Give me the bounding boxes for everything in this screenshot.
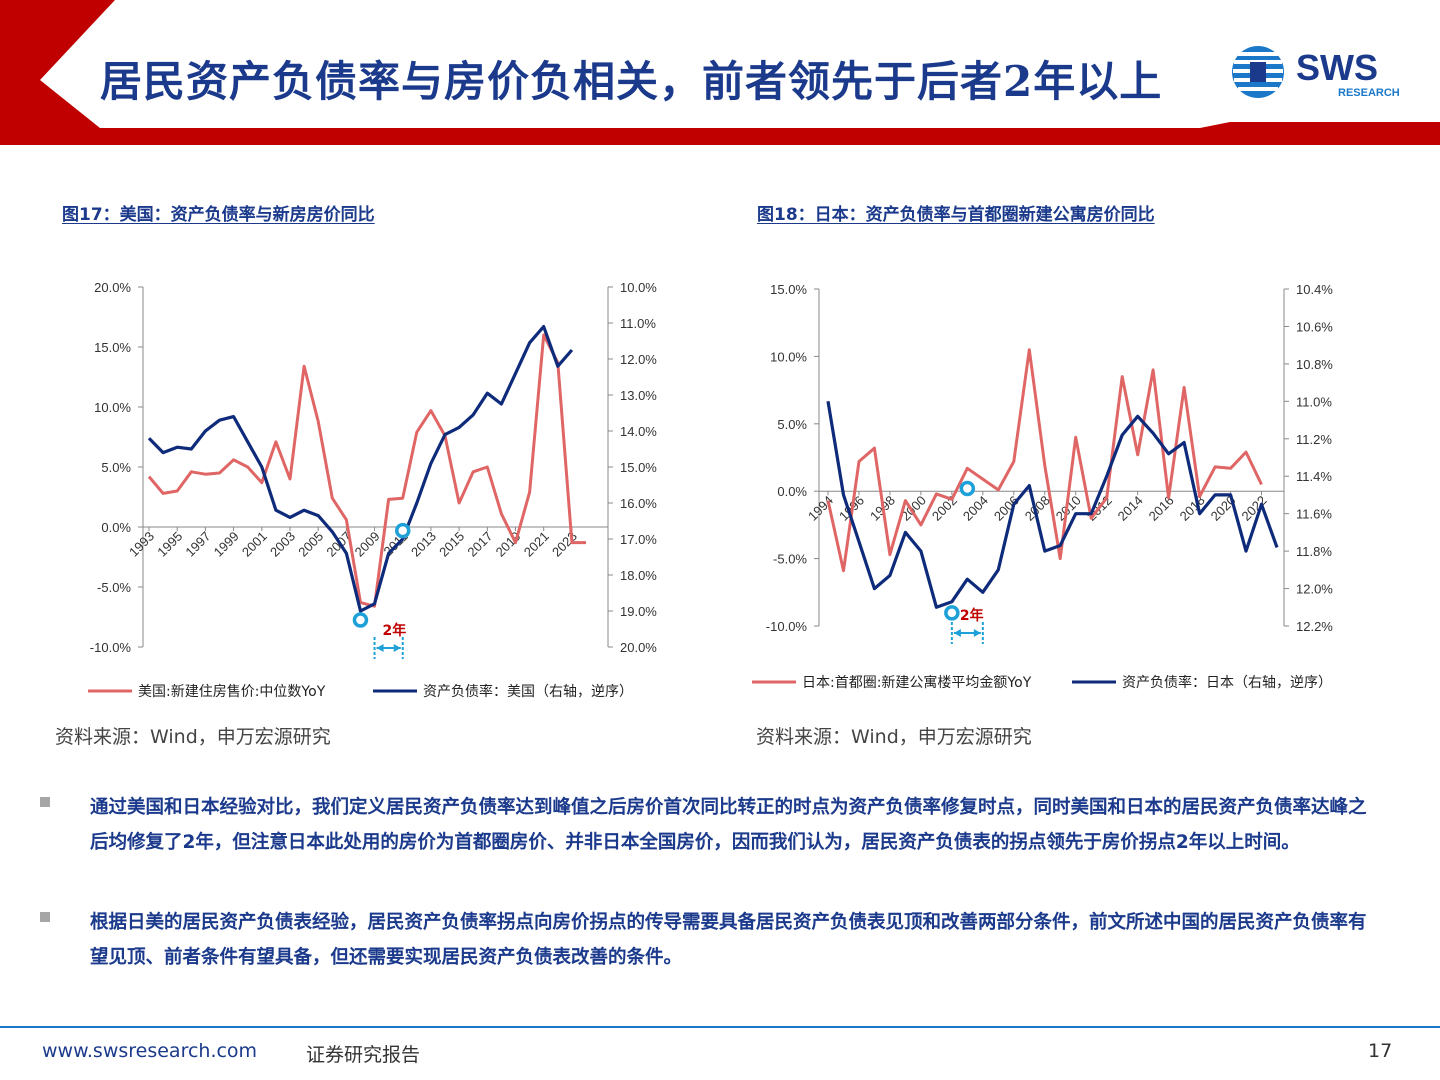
jp-highlight-marker bbox=[944, 605, 960, 621]
us-right-tick-label: 17.0% bbox=[620, 532, 657, 547]
chart-title-us: 图17：美国：资产负债率与新房房价同比 bbox=[62, 205, 375, 225]
jp-right-tick-label: 12.0% bbox=[1296, 582, 1333, 597]
jp-series-line-price bbox=[826, 348, 1263, 573]
us-x-tick-label: 1999 bbox=[211, 529, 242, 560]
us-highlight-marker bbox=[352, 612, 369, 628]
bullet-text: 根据日美的居民资产负债表经验，居民资产负债率拐点向房价拐点的传导需要具备居民资产… bbox=[90, 912, 1367, 968]
jp-right-tick-label: 10.8% bbox=[1296, 357, 1333, 372]
us-x-tick-label: 1997 bbox=[182, 529, 213, 560]
us-legend-label: 资产负债率：美国（右轴，逆序） bbox=[423, 683, 633, 700]
us-series-line-leverage bbox=[147, 325, 574, 613]
page-number: 17 bbox=[1368, 1040, 1393, 1062]
chart-us: 20.0% 15.0% 10.0% 5.0% 0.0% -5.0% -10.0% 10.0% 1… bbox=[88, 280, 657, 700]
jp-left-tick-label: 0.0% bbox=[777, 484, 807, 499]
jp-right-tick-label: 11.4% bbox=[1296, 469, 1332, 484]
us-x-tick-label: 2003 bbox=[267, 529, 298, 560]
jp-x-tick-label: 2004 bbox=[960, 493, 991, 524]
us-x-tick-label: 2017 bbox=[464, 529, 495, 560]
jp-right-tick-label: 11.6% bbox=[1296, 507, 1332, 522]
us-right-tick-label: 12.0% bbox=[620, 352, 657, 367]
jp-right-tick-label: 12.2% bbox=[1296, 619, 1333, 634]
jp-right-tick-label: 11.0% bbox=[1296, 394, 1332, 409]
us-right-tick-label: 16.0% bbox=[620, 496, 657, 511]
jp-right-tick-label: 10.4% bbox=[1296, 282, 1333, 297]
us-arrow-left-icon bbox=[376, 644, 384, 652]
jp-right-tick-label: 11.2% bbox=[1296, 432, 1332, 447]
footer-divider bbox=[0, 1026, 1440, 1028]
us-right-tick-label: 14.0% bbox=[620, 424, 657, 439]
us-left-tick-label: 5.0% bbox=[101, 460, 131, 475]
footer-url[interactable]: www.swsresearch.com bbox=[42, 1040, 258, 1062]
us-left-tick-label: -5.0% bbox=[97, 580, 131, 595]
jp-left-tick-label: 5.0% bbox=[777, 417, 807, 432]
us-right-tick-label: 15.0% bbox=[620, 460, 657, 475]
us-legend-label: 美国:新建住房售价:中位数YoY bbox=[138, 684, 326, 700]
us-series-line-price bbox=[147, 333, 586, 608]
chart-source-jp: 资料来源：Wind，申万宏源研究 bbox=[756, 726, 1032, 748]
jp-x-tick-label: 2016 bbox=[1146, 493, 1177, 524]
us-right-tick-label: 13.0% bbox=[620, 388, 657, 403]
jp-left-tick-label: 15.0% bbox=[770, 282, 807, 297]
us-highlight-marker bbox=[394, 522, 411, 539]
jp-right-tick-label: 11.8% bbox=[1296, 544, 1332, 559]
bullet-1: 通过美国和日本经验对比，我们定义居民资产负债率达到峰值之后房价首次同比转正的时点… bbox=[40, 790, 1370, 860]
us-left-tick-label: -10.0% bbox=[90, 640, 132, 655]
chart-title-jp: 图18：日本：资产负债率与首都圈新建公寓房价同比 bbox=[757, 205, 1155, 225]
logo-subtext: RESEARCH bbox=[1338, 87, 1400, 99]
page-title: 居民资产负债率与房价负相关，前者领先于后者2年以上 bbox=[100, 57, 1163, 106]
us-x-tick-label: 2015 bbox=[436, 529, 467, 560]
us-x-tick-label: 2021 bbox=[521, 529, 552, 560]
us-left-tick-label: 20.0% bbox=[94, 280, 131, 295]
us-x-tick-label: 2013 bbox=[408, 529, 439, 560]
jp-highlight-marker bbox=[959, 480, 976, 497]
us-right-tick-label: 20.0% bbox=[620, 640, 657, 655]
jp-x-tick-label: 2022 bbox=[1239, 493, 1270, 524]
sws-logo: SWS RESEARCH bbox=[1232, 46, 1400, 99]
globe-icon bbox=[1232, 46, 1284, 98]
jp-left-tick-label: -5.0% bbox=[773, 552, 807, 567]
us-x-tick-label: 2001 bbox=[239, 529, 270, 560]
us-left-tick-label: 10.0% bbox=[94, 400, 131, 415]
header-decoration bbox=[0, 0, 1440, 145]
us-right-tick-label: 19.0% bbox=[620, 604, 657, 619]
jp-x-tick-label: 2006 bbox=[991, 493, 1022, 524]
jp-legend-label: 资产负债率：日本（右轴，逆序） bbox=[1122, 674, 1332, 691]
us-right-tick-label: 10.0% bbox=[620, 280, 657, 295]
jp-left-tick-label: -10.0% bbox=[766, 619, 808, 634]
us-x-tick-label: 2005 bbox=[295, 529, 326, 560]
jp-left-tick-label: 10.0% bbox=[770, 349, 807, 364]
us-left-tick-label: 0.0% bbox=[101, 520, 131, 535]
chart-source-us: 资料来源：Wind，申万宏源研究 bbox=[55, 726, 331, 748]
bullet-square-icon bbox=[40, 912, 50, 922]
jp-series-line-leverage bbox=[826, 401, 1279, 609]
jp-arrow-right-icon bbox=[973, 629, 981, 637]
page-header: 居民资产负债率与房价负相关，前者领先于后者2年以上 SWS RESEARCH bbox=[0, 0, 1440, 150]
jp-gap-label: 2年 bbox=[960, 607, 984, 624]
footer-label: 证券研究报告 bbox=[306, 1044, 421, 1066]
us-right-tick-label: 18.0% bbox=[620, 568, 657, 583]
bullet-2: 根据日美的居民资产负债表经验，居民资产负债率拐点向房价拐点的传导需要具备居民资产… bbox=[40, 905, 1370, 975]
us-x-tick-label: 1995 bbox=[154, 529, 185, 560]
us-x-tick-label: 2009 bbox=[352, 529, 383, 560]
us-right-tick-label: 11.0% bbox=[620, 316, 656, 331]
jp-x-tick-label: 2014 bbox=[1115, 493, 1146, 524]
jp-legend-label: 日本:首都圈:新建公寓楼平均金额YoY bbox=[802, 674, 1032, 691]
bullet-square-icon bbox=[40, 797, 50, 807]
logo-text: SWS bbox=[1296, 47, 1378, 88]
bullet-text: 通过美国和日本经验对比，我们定义居民资产负债率达到峰值之后房价首次同比转正的时点… bbox=[90, 797, 1367, 853]
us-left-tick-label: 15.0% bbox=[94, 340, 131, 355]
us-gap-label: 2年 bbox=[383, 622, 407, 639]
us-arrow-right-icon bbox=[393, 644, 401, 652]
jp-right-tick-label: 10.6% bbox=[1296, 319, 1333, 334]
jp-arrow-left-icon bbox=[953, 629, 961, 637]
chart-jp: 15.0% 10.0% 5.0% 0.0% -5.0% -10.0% 10.4% 10.6% 1… bbox=[752, 282, 1333, 691]
